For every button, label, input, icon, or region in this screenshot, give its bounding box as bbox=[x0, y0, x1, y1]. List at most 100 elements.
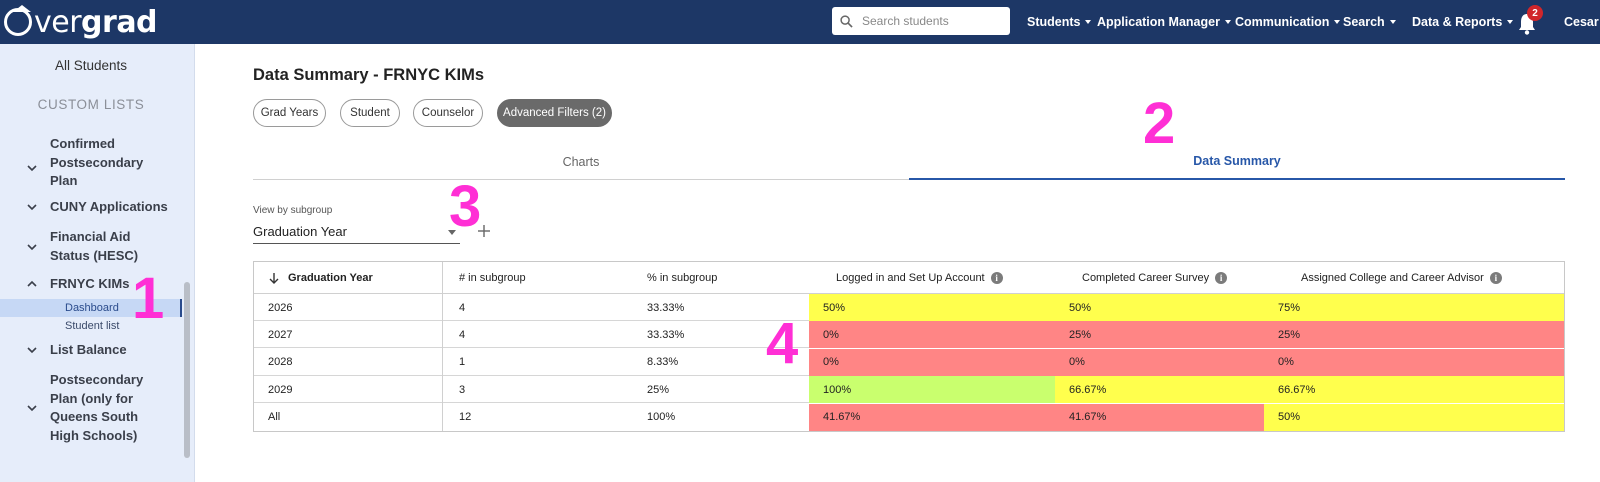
table-cell: 8.33% bbox=[647, 356, 679, 369]
chevron-down-icon bbox=[1224, 20, 1231, 24]
chevron-down-icon[interactable] bbox=[26, 344, 38, 356]
info-icon[interactable]: i bbox=[1489, 272, 1502, 284]
table-cell: 50% bbox=[809, 294, 1055, 321]
nav-communication-label: Communication bbox=[1235, 15, 1330, 29]
nav-search[interactable]: Search bbox=[1343, 0, 1396, 44]
chevron-up-icon[interactable] bbox=[26, 278, 38, 290]
table-row: 2029 3 25% 100% 66.67% 66.67% bbox=[254, 376, 1564, 404]
table-cell: All bbox=[268, 411, 281, 424]
table-cell: 2029 bbox=[268, 383, 293, 396]
search-icon bbox=[840, 14, 853, 28]
list-item-label: FRNYC KIMs bbox=[50, 276, 130, 291]
nav-data-reports-label: Data & Reports bbox=[1412, 15, 1503, 29]
table-row: 2028 1 8.33% 0% 0% 0% bbox=[254, 348, 1564, 376]
column-header-label: Graduation Year bbox=[288, 272, 373, 284]
table-cell: 3 bbox=[459, 383, 466, 396]
search-input[interactable] bbox=[862, 14, 1002, 28]
notification-badge: 2 bbox=[1527, 5, 1543, 21]
nav-communication[interactable]: Communication bbox=[1235, 0, 1341, 44]
table-cell: 50% bbox=[1055, 294, 1264, 321]
dropdown-arrow-icon bbox=[448, 230, 456, 235]
column-header-percent-in-subgroup: % in subgroup bbox=[647, 262, 717, 294]
filter-chip-grad-years[interactable]: Grad Years bbox=[253, 99, 326, 127]
info-icon[interactable]: i bbox=[1215, 272, 1228, 284]
sidebar-subitem-dashboard[interactable]: Dashboard bbox=[0, 299, 182, 317]
table-cell: 2028 bbox=[268, 356, 293, 369]
table-cell: 100% bbox=[809, 376, 1055, 404]
logo-text-bold: grad bbox=[81, 4, 158, 40]
table-cell: 0% bbox=[1055, 348, 1264, 376]
column-header-graduation-year[interactable]: Graduation Year bbox=[268, 262, 373, 294]
sort-arrow-down-icon[interactable] bbox=[268, 272, 280, 284]
sidebar-subitem-student-list[interactable]: Student list bbox=[65, 320, 120, 332]
column-header-college-advisor: Assigned College and Career Advisor i bbox=[1301, 262, 1502, 294]
column-header-label: Completed Career Survey bbox=[1082, 272, 1210, 284]
subgroup-label: View by subgroup bbox=[253, 205, 333, 216]
column-header-label: Assigned College and Career Advisor bbox=[1301, 272, 1484, 284]
table-cell: 41.67% bbox=[1055, 403, 1264, 431]
table-cell: 66.67% bbox=[1055, 376, 1264, 404]
list-item-label: CUNY Applications bbox=[50, 199, 168, 214]
custom-lists: Confirmed Postsecondary Plan CUNY Applic… bbox=[0, 126, 182, 482]
table-row: 2026 4 33.33% 50% 50% 75% bbox=[254, 294, 1564, 321]
table-cell: 2026 bbox=[268, 301, 293, 314]
chevron-down-icon[interactable] bbox=[26, 402, 38, 414]
list-item-label: Postsecondary Plan (only for Queens Sout… bbox=[50, 372, 144, 443]
top-navbar: vergrad Students Application Manager Com… bbox=[0, 0, 1600, 44]
data-summary-table: Graduation Year # in subgroup % in subgr… bbox=[253, 261, 1565, 432]
column-header-career-survey: Completed Career Survey i bbox=[1082, 262, 1228, 294]
chevron-down-icon[interactable] bbox=[26, 201, 38, 213]
table-row: All 12 100% 41.67% 41.67% 50% bbox=[254, 403, 1564, 431]
chevron-down-icon bbox=[1085, 20, 1092, 24]
add-subgroup-icon[interactable] bbox=[477, 224, 491, 238]
table-header: Graduation Year # in subgroup % in subgr… bbox=[254, 262, 1564, 294]
chevron-down-icon bbox=[1507, 20, 1514, 24]
sidebar: All Students CUSTOM LISTS Confirmed Post… bbox=[0, 44, 195, 482]
chevron-down-icon[interactable] bbox=[26, 162, 38, 174]
column-header-logged-in: Logged in and Set Up Account i bbox=[836, 262, 1003, 294]
table-cell: 50% bbox=[1264, 403, 1564, 431]
view-tabs: Charts Data Summary bbox=[253, 144, 1565, 180]
info-icon[interactable]: i bbox=[990, 272, 1003, 284]
list-item-label: Confirmed Postsecondary Plan bbox=[50, 136, 144, 188]
table-cell: 0% bbox=[809, 348, 1055, 376]
sidebar-all-students[interactable]: All Students bbox=[54, 58, 128, 73]
table-cell: 12 bbox=[459, 411, 472, 424]
nav-application-manager[interactable]: Application Manager bbox=[1097, 0, 1231, 44]
chevron-down-icon bbox=[1334, 20, 1341, 24]
table-cell: 100% bbox=[647, 411, 676, 424]
nav-data-reports[interactable]: Data & Reports bbox=[1412, 0, 1514, 44]
tab-charts[interactable]: Charts bbox=[562, 155, 600, 169]
overgrad-logo[interactable]: vergrad bbox=[4, 4, 158, 40]
tab-data-summary[interactable]: Data Summary bbox=[909, 144, 1565, 180]
user-menu-label: Cesar bbox=[1564, 15, 1599, 29]
table-cell: 0% bbox=[809, 321, 1055, 349]
list-item-label: Financial Aid Status (HESC) bbox=[50, 229, 139, 263]
chevron-down-icon bbox=[1389, 20, 1396, 24]
sidebar-scrollbar[interactable] bbox=[184, 282, 190, 458]
annotation-number: 3 bbox=[449, 174, 482, 239]
table-cell: 0% bbox=[1264, 348, 1564, 376]
table-cell: 66.67% bbox=[1264, 376, 1564, 404]
custom-lists-heading: CUSTOM LISTS bbox=[37, 97, 145, 112]
logo-text-light: ver bbox=[34, 4, 82, 40]
nav-students[interactable]: Students bbox=[1027, 0, 1092, 44]
filter-chip-advanced-filters[interactable]: Advanced Filters (2) bbox=[497, 99, 612, 127]
table-cell: 41.67% bbox=[809, 403, 1055, 431]
annotation-number: 2 bbox=[1143, 91, 1176, 156]
filter-chip-student[interactable]: Student bbox=[340, 99, 400, 127]
subgroup-select-value: Graduation Year bbox=[253, 224, 347, 239]
table-cell: 1 bbox=[459, 356, 466, 369]
table-cell: 2027 bbox=[268, 328, 293, 341]
subgroup-select[interactable]: Graduation Year bbox=[253, 220, 460, 244]
nav-search-label: Search bbox=[1343, 15, 1385, 29]
chevron-down-icon[interactable] bbox=[26, 241, 38, 253]
page-title: Data Summary - FRNYC KIMs bbox=[253, 66, 485, 84]
filter-chip-counselor[interactable]: Counselor bbox=[413, 99, 483, 127]
search-box[interactable] bbox=[832, 7, 1010, 35]
user-menu[interactable]: Cesar bbox=[1564, 0, 1600, 44]
table-cell: 25% bbox=[647, 383, 670, 396]
table-cell: 4 bbox=[459, 328, 466, 341]
list-item-label: List Balance bbox=[50, 342, 127, 357]
nav-application-manager-label: Application Manager bbox=[1097, 15, 1220, 29]
